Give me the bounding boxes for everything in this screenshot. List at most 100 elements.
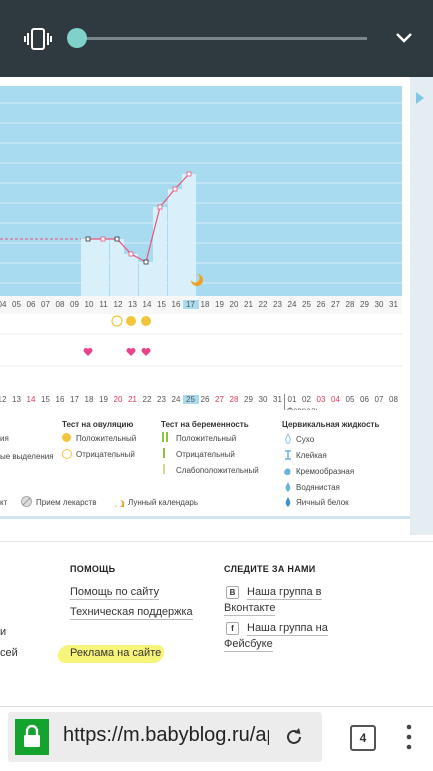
axis-label: 12 <box>0 395 7 404</box>
axis-label: 08 <box>389 395 398 404</box>
axis-label: 08 <box>55 300 65 309</box>
heart-icon <box>126 348 136 356</box>
axis-label: 31 <box>273 395 282 404</box>
footer-left-partial[interactable]: сей <box>0 647 18 659</box>
marker-rows <box>0 314 402 394</box>
vk-icon[interactable]: В <box>226 586 239 599</box>
chart-points <box>85 171 192 265</box>
ovulation-negative-marker <box>111 315 123 327</box>
panel-bottom-border <box>0 516 410 519</box>
axis-label: 22 <box>142 395 152 404</box>
legend-moon: Лунный календарь <box>128 498 199 507</box>
moon-icon <box>191 274 203 286</box>
legend-left-partial: ия <box>0 434 9 443</box>
fb-link-2[interactable]: Фейсбуке <box>224 638 273 652</box>
volume-slider-knob[interactable] <box>67 28 87 48</box>
overflow-menu-icon[interactable] <box>404 724 414 750</box>
creamy-icon <box>284 468 291 476</box>
axis-label: 18 <box>200 300 210 309</box>
legend-cervical-creamy: Кремообразная <box>296 467 355 476</box>
axis-label: 23 <box>273 300 282 309</box>
axis-label: 19 <box>215 300 224 309</box>
axis-label: 28 <box>229 395 239 404</box>
axis-label: 24 <box>287 300 297 309</box>
url-text[interactable]: https://m.babyblog.ru/app <box>63 724 269 746</box>
footer-help-title: ПОМОЩЬ <box>70 564 116 574</box>
heart-icon <box>83 348 93 356</box>
axis-label: 02 <box>302 395 311 404</box>
temperature-chart <box>0 86 402 296</box>
legend-left-partial: кт <box>0 498 8 507</box>
pregnancy-weak-icon <box>163 464 165 474</box>
axis-label: 16 <box>55 395 65 404</box>
axis-label: 21 <box>128 395 137 404</box>
pill-icon <box>21 496 32 507</box>
heart-icon <box>141 348 151 356</box>
url-bar[interactable] <box>8 712 322 762</box>
axis-label: 07 <box>41 300 50 309</box>
axis-label: 04 <box>331 395 340 404</box>
facebook-icon[interactable]: f <box>226 622 239 635</box>
chevron-right-icon[interactable] <box>414 90 426 106</box>
pregnancy-negative-icon <box>163 448 165 458</box>
legend-cervical-sticky: Клейкая <box>296 451 327 460</box>
legend-medicine: Прием лекарств <box>36 498 97 507</box>
legend-cervical-title: Цервикальная жидкость <box>282 420 380 429</box>
vibrate-icon[interactable] <box>24 28 52 50</box>
axis-label: 25 <box>182 395 199 404</box>
volume-track[interactable] <box>77 37 367 40</box>
legend-pregnancy-negative: Отрицательный <box>176 450 235 459</box>
axis-label: 29 <box>244 395 253 404</box>
axis-label: 17 <box>182 300 199 309</box>
fb-link[interactable]: Наша группа на <box>247 622 328 636</box>
tab-switcher-button[interactable]: 4 <box>350 725 376 751</box>
axis-label: 10 <box>84 300 94 309</box>
axis-label: 03 <box>316 395 326 404</box>
axis-label: 13 <box>128 300 137 309</box>
axis-label: 14 <box>26 395 36 404</box>
vk-link[interactable]: Наша группа в <box>247 586 322 600</box>
moon-icon <box>115 500 124 507</box>
chart-legend: ия ые выделения Тест на овуляцию Положит… <box>0 410 402 516</box>
axis-label: 27 <box>215 395 224 404</box>
axis-label: 15 <box>41 395 50 404</box>
footer-divider <box>0 541 433 542</box>
lock-icon[interactable] <box>15 719 49 755</box>
support-link[interactable]: Техническая поддержка <box>70 606 193 620</box>
help-site-link[interactable]: Помощь по сайту <box>70 586 160 600</box>
footer-left-partial[interactable]: и <box>0 626 7 638</box>
legend-ovulation-positive: Положительный <box>76 434 137 443</box>
ads-link[interactable]: Реклама на сайте <box>70 647 162 659</box>
ovulation-negative-icon <box>62 449 72 459</box>
axis-label: 28 <box>345 300 355 309</box>
axis-label: 20 <box>229 300 239 309</box>
ovulation-positive-icon <box>62 433 71 442</box>
legend-cervical-egg: Яичный белок <box>296 498 349 507</box>
chevron-down-icon[interactable] <box>394 30 414 46</box>
axis-label: 11 <box>99 300 108 309</box>
axis-label: 05 <box>12 300 21 309</box>
axis-label: 17 <box>70 395 79 404</box>
axis-label: 01 <box>287 395 297 404</box>
axis-label: 27 <box>331 300 340 309</box>
vk-link-2[interactable]: Вконтакте <box>224 602 276 616</box>
axis-label: 30 <box>374 300 384 309</box>
reload-icon[interactable] <box>284 727 304 747</box>
legend-pregnancy-weak: Слабоположительный <box>176 466 259 475</box>
drop-dry-icon <box>285 434 291 444</box>
axis-label: 25 <box>302 300 311 309</box>
legend-ovulation-negative: Отрицательный <box>76 450 135 459</box>
axis-label: 18 <box>84 395 94 404</box>
axis-label: 26 <box>316 300 326 309</box>
axis-label: 20 <box>113 395 123 404</box>
axis-label: 06 <box>26 300 36 309</box>
axis-label: 06 <box>360 395 369 404</box>
axis-label: 21 <box>244 300 253 309</box>
chart-bars <box>81 174 196 296</box>
chart-gridlines <box>0 102 402 284</box>
pregnancy-positive-icon <box>162 432 168 442</box>
legend-pregnancy-positive: Положительный <box>176 434 237 443</box>
axis-label: 24 <box>171 395 181 404</box>
